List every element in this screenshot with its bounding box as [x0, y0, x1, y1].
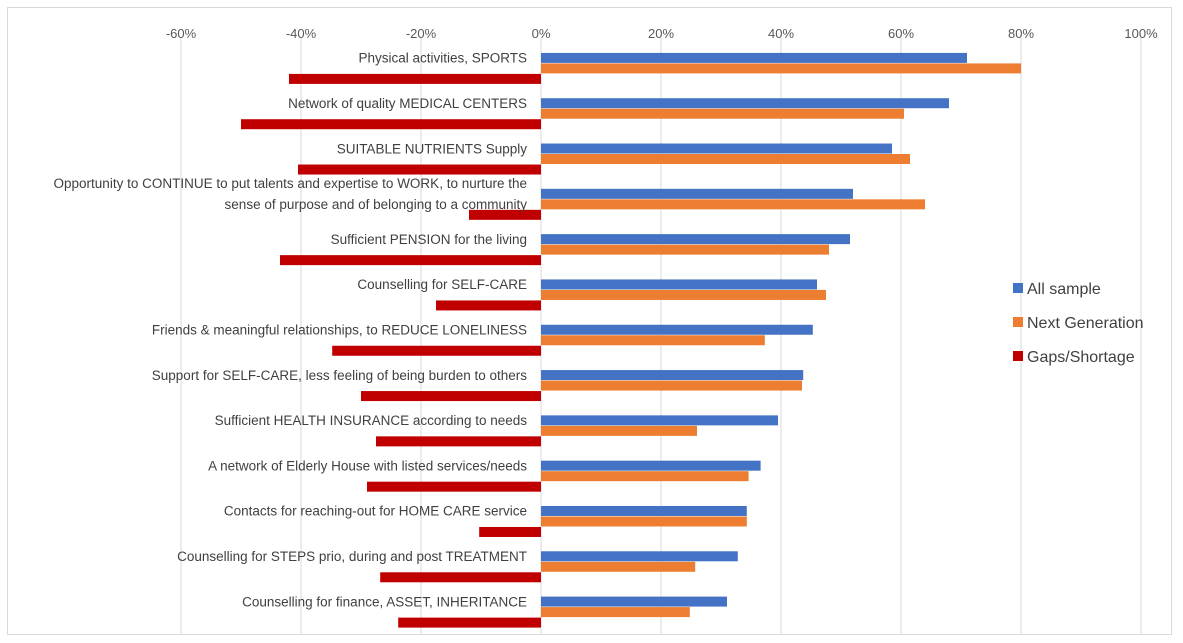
bar-gaps-shortage	[376, 436, 541, 447]
x-tick-label: 80%	[1008, 26, 1034, 41]
category-label: Sufficient HEALTH INSURANCE according to…	[215, 413, 528, 428]
legend: All sample Next Generation Gaps/Shortage	[1013, 281, 1144, 366]
legend-label: Next Generation	[1027, 315, 1144, 332]
legend-label: All sample	[1027, 281, 1101, 298]
bar-gaps-shortage	[361, 391, 541, 402]
category-label: sense of purpose and of belonging to a c…	[225, 197, 528, 212]
category-label: Counselling for finance, ASSET, INHERITA…	[242, 594, 527, 609]
category-label: Support for SELF-CARE, less feeling of b…	[152, 368, 527, 383]
bar-next-generation	[541, 471, 749, 482]
bar-gaps-shortage	[479, 526, 541, 537]
bar-next-generation	[541, 335, 765, 346]
bar-next-generation	[541, 380, 802, 391]
category-label: SUITABLE NUTRIENTS Supply	[337, 141, 528, 156]
chart-area: -60% -40% -20% 0% 20% 40% 60% 80% 100% Physical …	[7, 7, 1172, 635]
bar-all-sample	[541, 143, 892, 154]
category-label: Physical activities, SPORTS	[358, 51, 527, 66]
bar-all-sample	[541, 279, 817, 290]
category-label: A network of Elderly House with listed s…	[208, 458, 527, 473]
bar-all-sample	[541, 415, 778, 426]
bar-all-sample	[541, 188, 853, 199]
legend-swatch	[1013, 351, 1023, 361]
category-label: Opportunity to CONTINUE to put talents a…	[54, 176, 527, 191]
bar-next-generation	[541, 63, 1021, 74]
legend-swatch	[1013, 317, 1023, 327]
bar-all-sample	[541, 596, 727, 607]
bar-next-generation	[541, 607, 690, 618]
x-tick-label: 60%	[888, 26, 914, 41]
bar-next-generation	[541, 516, 747, 527]
bar-all-sample	[541, 551, 738, 562]
x-tick-label: 40%	[768, 26, 794, 41]
bar-next-generation	[541, 199, 925, 210]
x-tick-label: -60%	[166, 26, 197, 41]
legend-swatch	[1013, 283, 1023, 293]
category-label: Contacts for reaching-out for HOME CARE …	[224, 504, 527, 519]
bar-gaps-shortage	[298, 164, 541, 175]
bar-next-generation	[541, 425, 697, 436]
bar-gaps-shortage	[469, 209, 541, 220]
x-tick-label: 20%	[648, 26, 674, 41]
category-label: Network of quality MEDICAL CENTERS	[288, 96, 527, 111]
bars	[241, 52, 1021, 628]
bar-gaps-shortage	[398, 617, 541, 628]
category-labels: Physical activities, SPORTS Network of qu…	[54, 51, 528, 610]
bar-chart: -60% -40% -20% 0% 20% 40% 60% 80% 100% Physical …	[54, 26, 1158, 635]
legend-label: Gaps/Shortage	[1027, 349, 1135, 366]
bar-next-generation	[541, 289, 826, 300]
x-tick-label: 100%	[1124, 26, 1158, 41]
bar-gaps-shortage	[289, 73, 541, 84]
bar-all-sample	[541, 505, 747, 516]
bar-gaps-shortage	[436, 300, 541, 311]
bar-all-sample	[541, 234, 850, 245]
x-tick-label: -20%	[406, 26, 437, 41]
bar-gaps-shortage	[241, 119, 541, 130]
bar-next-generation	[541, 108, 904, 119]
x-tick-label: -40%	[286, 26, 317, 41]
bar-all-sample	[541, 98, 949, 109]
x-axis-ticks: -60% -40% -20% 0% 20% 40% 60% 80% 100%	[166, 26, 1158, 41]
bar-all-sample	[541, 460, 761, 471]
bar-all-sample	[541, 370, 804, 381]
bar-next-generation	[541, 154, 910, 165]
bar-gaps-shortage	[332, 345, 541, 356]
bar-gaps-shortage	[367, 481, 541, 492]
bar-gaps-shortage	[380, 572, 541, 583]
x-tick-label: 0%	[532, 26, 551, 41]
bar-all-sample	[541, 324, 813, 335]
bar-next-generation	[541, 244, 829, 255]
category-label: Sufficient PENSION for the living	[331, 232, 527, 247]
category-label: Counselling for STEPS prio, during and p…	[177, 549, 527, 564]
bar-all-sample	[541, 52, 967, 63]
bar-next-generation	[541, 561, 696, 572]
bar-gaps-shortage	[280, 255, 541, 266]
category-label: Friends & meaningful relationships, to R…	[152, 323, 527, 338]
category-label: Counselling for SELF-CARE	[357, 277, 527, 292]
